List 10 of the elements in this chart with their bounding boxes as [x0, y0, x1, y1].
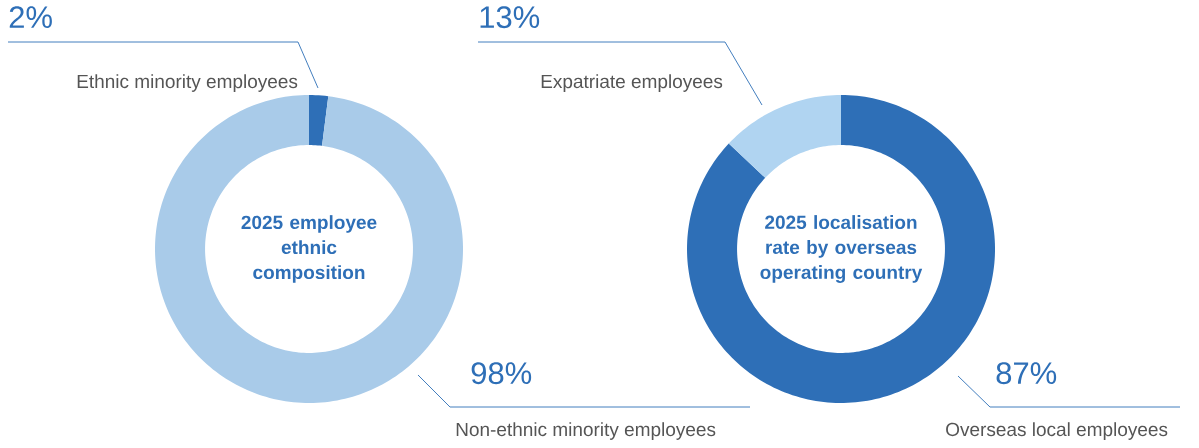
- slice-label: Overseas local employees: [946, 422, 1168, 440]
- slice-label: Expatriate employees: [541, 74, 723, 92]
- text: 2025 localisation rate by overseas operating country: [760, 215, 923, 283]
- data-label: 98%: [471, 362, 532, 385]
- data-label: 87%: [996, 362, 1057, 385]
- slice-label: Ethnic minority employees: [77, 74, 298, 92]
- data-label: 13%: [480, 6, 540, 29]
- text: 2025 employee ethnic composition: [241, 215, 377, 283]
- data-label: 2%: [9, 6, 52, 29]
- slice-label: Non-ethnic minority employees: [456, 422, 716, 440]
